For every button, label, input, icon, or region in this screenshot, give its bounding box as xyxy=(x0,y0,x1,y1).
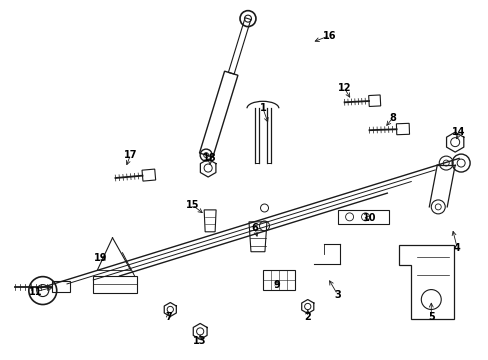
Text: 6: 6 xyxy=(251,223,258,233)
Text: 16: 16 xyxy=(322,31,336,41)
Text: 10: 10 xyxy=(362,213,375,223)
Text: 9: 9 xyxy=(273,280,280,289)
Text: 4: 4 xyxy=(453,243,460,253)
Text: 3: 3 xyxy=(334,289,340,300)
Text: 11: 11 xyxy=(29,287,42,297)
Text: 5: 5 xyxy=(427,312,434,323)
Text: 17: 17 xyxy=(123,150,137,160)
Text: 14: 14 xyxy=(451,127,465,137)
Text: 18: 18 xyxy=(203,153,217,163)
Text: 1: 1 xyxy=(259,103,266,113)
Text: 2: 2 xyxy=(304,312,310,323)
Text: 13: 13 xyxy=(193,336,206,346)
Text: 12: 12 xyxy=(337,84,351,93)
Text: 19: 19 xyxy=(94,253,107,263)
Text: 7: 7 xyxy=(164,312,171,323)
Text: 8: 8 xyxy=(388,113,395,123)
Text: 15: 15 xyxy=(185,200,199,210)
